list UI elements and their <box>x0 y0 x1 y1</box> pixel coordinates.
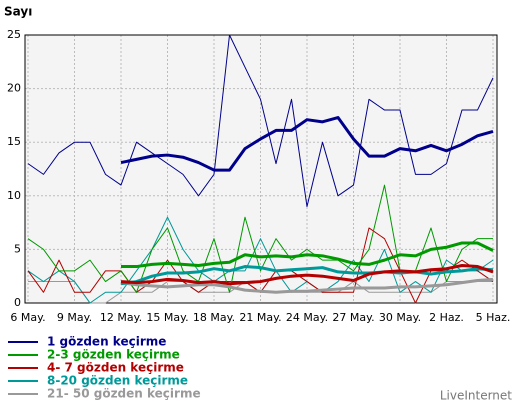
legend-label: 21- 50 gözden keçirme <box>47 387 201 401</box>
brand: LiveInternet <box>440 389 512 403</box>
x-tick-label: 5 Haz. <box>476 311 511 324</box>
x-tick-label: 12 May. <box>100 311 142 324</box>
x-tick-label: 6 May. <box>10 311 45 324</box>
x-tick-label: 30 May. <box>379 311 421 324</box>
plot-frame <box>24 34 498 304</box>
x-tick-label: 9 May. <box>57 311 92 324</box>
legend-label: 8-20 gözden keçirme <box>47 374 188 388</box>
x-tick-label: 15 May. <box>146 311 188 324</box>
x-tick-label: 21 May. <box>239 311 281 324</box>
legend-label: 4- 7 gözden keçirme <box>47 361 184 375</box>
legend-label: 2-3 gözden keçirme <box>47 348 180 362</box>
trend-line <box>120 277 494 294</box>
y-tick-label: 10 <box>7 189 21 202</box>
y-tick-label: 15 <box>7 135 21 148</box>
trend-line <box>120 116 494 172</box>
trend-line <box>120 263 494 286</box>
y-tick-label: 5 <box>14 242 21 255</box>
y-tick-label: 0 <box>14 296 21 309</box>
x-tick-label: 2 Haz. <box>429 311 464 324</box>
trend-line <box>120 265 494 286</box>
chart-title: Sayı <box>4 5 32 19</box>
x-tick-label: 24 May. <box>286 311 328 324</box>
x-tick-label: 27 May. <box>332 311 374 324</box>
legend-label: 1 gözden keçirme <box>47 335 166 349</box>
trend-line <box>121 241 494 269</box>
series-line <box>27 34 494 208</box>
series-line <box>27 216 494 304</box>
y-tick-label: 20 <box>7 82 21 95</box>
x-tick-label: 18 May. <box>193 311 235 324</box>
y-tick-label: 25 <box>7 28 21 41</box>
